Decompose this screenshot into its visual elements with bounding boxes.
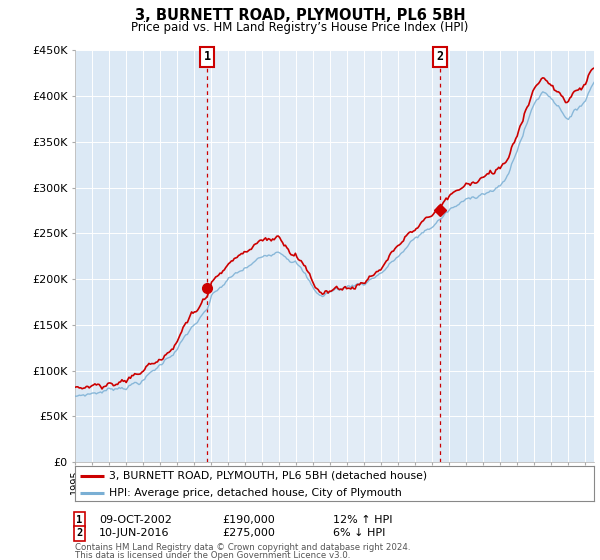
Text: 2: 2: [76, 528, 82, 538]
Text: 10-JUN-2016: 10-JUN-2016: [99, 528, 170, 538]
Text: 09-OCT-2002: 09-OCT-2002: [99, 515, 172, 525]
Text: This data is licensed under the Open Government Licence v3.0.: This data is licensed under the Open Gov…: [75, 551, 350, 560]
Text: Price paid vs. HM Land Registry’s House Price Index (HPI): Price paid vs. HM Land Registry’s House …: [131, 21, 469, 34]
Text: £275,000: £275,000: [222, 528, 275, 538]
Text: 2: 2: [436, 50, 443, 63]
Text: £190,000: £190,000: [222, 515, 275, 525]
Text: HPI: Average price, detached house, City of Plymouth: HPI: Average price, detached house, City…: [109, 488, 401, 497]
Text: Contains HM Land Registry data © Crown copyright and database right 2024.: Contains HM Land Registry data © Crown c…: [75, 543, 410, 552]
Text: 1: 1: [204, 50, 211, 63]
Bar: [208, 50, 440, 462]
Text: 6% ↓ HPI: 6% ↓ HPI: [333, 528, 385, 538]
Text: 12% ↑ HPI: 12% ↑ HPI: [333, 515, 392, 525]
Text: 1: 1: [76, 515, 82, 525]
Text: 3, BURNETT ROAD, PLYMOUTH, PL6 5BH (detached house): 3, BURNETT ROAD, PLYMOUTH, PL6 5BH (deta…: [109, 471, 427, 481]
Text: 3, BURNETT ROAD, PLYMOUTH, PL6 5BH: 3, BURNETT ROAD, PLYMOUTH, PL6 5BH: [134, 8, 466, 24]
